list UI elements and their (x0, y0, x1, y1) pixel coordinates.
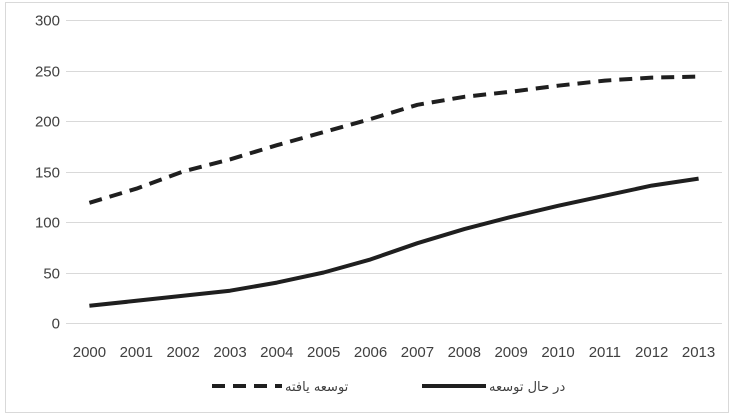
x-axis-ticks: 2000 2001 2002 2003 2004 2005 2006 2007 2008 2009… (73, 344, 716, 361)
x-tick-label: 2002 (166, 344, 199, 361)
y-tick-label: 0 (52, 316, 60, 333)
x-tick-label: 2000 (73, 344, 106, 361)
x-tick-label: 2010 (541, 344, 574, 361)
y-tick-label: 150 (35, 165, 60, 182)
legend-label-developing: در حال توسعه (489, 380, 565, 395)
x-tick-label: 2011 (589, 344, 621, 361)
x-tick-label: 2012 (635, 344, 668, 361)
x-tick-label: 2001 (120, 344, 153, 361)
legend: توسعه یافته در حال توسعه (212, 380, 565, 395)
series-lines (88, 74, 699, 308)
y-tick-label: 200 (35, 114, 60, 131)
x-tick-label: 2005 (307, 344, 340, 361)
legend-label-developed: توسعه یافته (285, 380, 349, 395)
y-tick-label: 250 (35, 64, 60, 81)
chart-frame (5, 2, 729, 413)
series-line-solid (89, 176, 699, 308)
y-tick-label: 100 (35, 215, 60, 232)
y-tick-label: 50 (43, 266, 60, 283)
x-tick-label: 2006 (354, 344, 387, 361)
gridlines (66, 20, 722, 324)
series-line-dashed (88, 74, 699, 205)
y-tick-label: 300 (35, 13, 60, 30)
x-tick-label: 2008 (448, 344, 481, 361)
x-tick-label: 2013 (682, 344, 715, 361)
x-tick-label: 2007 (401, 344, 434, 361)
x-tick-label: 2003 (213, 344, 246, 361)
y-axis-ticks: 0 50 100 150 200 250 300 (35, 13, 60, 333)
x-tick-label: 2004 (260, 344, 293, 361)
x-tick-label: 2009 (494, 344, 527, 361)
